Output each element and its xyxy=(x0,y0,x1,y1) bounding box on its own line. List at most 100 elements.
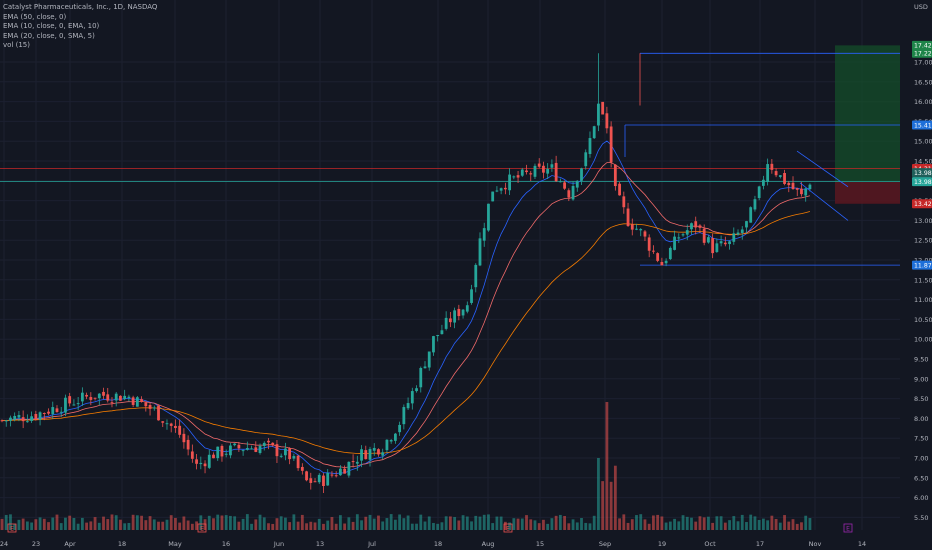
candle-body xyxy=(275,444,279,457)
candle-body xyxy=(258,445,262,453)
candle-body xyxy=(643,231,647,237)
volume-bar xyxy=(34,519,38,530)
volume-bar xyxy=(715,516,719,530)
volume-bar xyxy=(199,515,203,530)
candle-body xyxy=(68,396,72,404)
volume-bar xyxy=(592,515,596,530)
candle-body xyxy=(804,188,808,196)
volume-bar xyxy=(491,523,495,530)
candle-body xyxy=(749,207,753,223)
indicator-volume[interactable]: vol (15) xyxy=(3,41,30,49)
candle-body xyxy=(626,208,630,226)
volume-bar xyxy=(119,519,122,530)
y-tick-label: 13.00 xyxy=(914,217,932,225)
candle-body xyxy=(4,420,8,422)
volume-bar xyxy=(537,523,541,530)
volume-bar xyxy=(762,518,765,530)
candle-body xyxy=(292,456,296,459)
volume-bar xyxy=(423,521,427,530)
candle-body xyxy=(800,188,803,195)
volume-bar xyxy=(4,514,8,530)
candle-body xyxy=(537,163,541,167)
indicator-ema-50[interactable]: EMA (50, close, 0) xyxy=(3,12,67,21)
volume-bar xyxy=(406,515,410,530)
candle-body xyxy=(267,440,270,443)
y-tick-label: 16.50 xyxy=(914,78,932,86)
volume-bar xyxy=(178,522,182,530)
symbol-title[interactable]: Catalyst Pharmaceuticals, Inc., 1D, NASD… xyxy=(3,3,158,11)
volume-bar xyxy=(262,517,266,530)
volume-bar xyxy=(250,523,253,530)
y-tick-label: 6.50 xyxy=(914,474,928,482)
candle-body xyxy=(347,461,351,476)
candle-body xyxy=(271,442,275,446)
indicator-ema-20[interactable]: EMA (20, close, 0, SMA, 5) xyxy=(3,31,95,40)
volume-bar xyxy=(508,522,511,530)
candle-body xyxy=(571,185,575,200)
candle-body xyxy=(406,403,410,409)
candle-body xyxy=(93,397,97,399)
volume-bar xyxy=(465,516,469,530)
candle-body xyxy=(495,190,499,192)
volume-bar xyxy=(398,514,402,530)
target-zone xyxy=(835,45,900,182)
volume-bar xyxy=(13,523,17,530)
candle-body xyxy=(762,179,765,186)
time-axis[interactable]: 24 23 Apr 18 May 16 Jun 13 Jul 18 Aug 15 Sep 19 Oct 17 N… xyxy=(0,540,866,548)
price-badge-label: 13.42 xyxy=(914,201,932,208)
candle-body xyxy=(148,405,152,409)
candle-body xyxy=(190,451,194,459)
candle-body xyxy=(119,395,122,401)
volume-bar xyxy=(195,521,198,530)
candle-body xyxy=(174,425,177,429)
volume-bar xyxy=(152,519,156,530)
volume-bar xyxy=(432,522,435,530)
candle-body xyxy=(207,454,211,468)
candle-body xyxy=(364,450,368,460)
candle-body xyxy=(609,126,613,163)
volume-bar xyxy=(317,518,321,530)
indicator-ema-10[interactable]: EMA (10, close, 0, EMA, 10) xyxy=(3,22,100,30)
candle-body xyxy=(419,367,423,388)
volume-bar xyxy=(516,518,520,530)
candle-body xyxy=(783,172,786,184)
volume-bar xyxy=(800,522,803,530)
candle-body xyxy=(51,407,55,415)
x-tick-label: 17 xyxy=(756,540,764,548)
volume-bar xyxy=(567,523,571,530)
price-badge-label: 13.98 xyxy=(914,179,932,186)
volume-bar xyxy=(127,522,131,530)
candle-body xyxy=(398,424,402,433)
volume-bar xyxy=(203,519,207,530)
candle-body xyxy=(157,405,160,421)
volume-bar xyxy=(186,520,190,530)
candle-body xyxy=(681,234,685,236)
candle-body xyxy=(457,308,461,317)
candle-body xyxy=(787,182,791,186)
candle-body xyxy=(47,411,50,414)
horizontal-levels[interactable] xyxy=(0,52,900,266)
candle-body xyxy=(808,184,812,190)
candle-body xyxy=(402,407,406,425)
volume-bar xyxy=(804,515,808,530)
price-axis[interactable]: 17.0016.5016.0015.5015.0014.5014.0013.50… xyxy=(912,3,932,522)
candle-body xyxy=(613,164,617,187)
volume-bar xyxy=(698,516,702,530)
candle-body xyxy=(131,397,135,405)
candle-body xyxy=(770,163,774,170)
y-tick-label: 7.50 xyxy=(914,435,928,443)
candle-body xyxy=(381,452,385,456)
volume-bar xyxy=(343,523,347,530)
volume-bar xyxy=(795,523,799,530)
candle-body xyxy=(178,425,182,435)
volume-bar xyxy=(639,514,643,530)
candle-body xyxy=(237,444,241,449)
candle-body xyxy=(393,433,397,441)
volume-bar xyxy=(241,518,245,530)
volume-bar xyxy=(17,519,21,530)
candles xyxy=(0,53,812,493)
candle-body xyxy=(774,171,778,176)
candle-body xyxy=(546,168,550,174)
